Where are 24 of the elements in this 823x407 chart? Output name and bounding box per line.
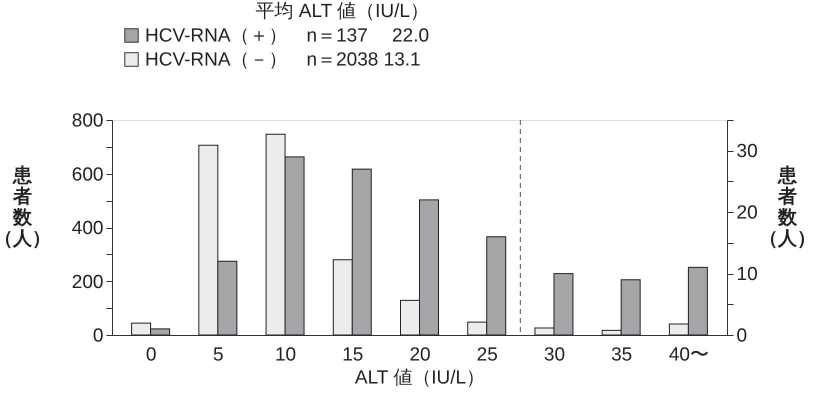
y2-axis-title: 患者数（人） (759, 164, 816, 250)
x-tick-label: 15 (342, 344, 364, 366)
x-tick-label: 35 (611, 344, 632, 366)
y-tick-label: 200 (72, 272, 104, 293)
x-axis-title: ALT 値（IU/L） (354, 368, 486, 388)
y-tick-label: 0 (92, 326, 104, 346)
y-tick-label: 800 (72, 110, 104, 132)
x-tick-label: 20 (409, 344, 431, 366)
x-tick-label: 40〜 (668, 344, 709, 366)
y-tick-label: 400 (72, 218, 104, 239)
legend-label: HCV-RNA（＋） n＝137 22.0 (145, 26, 430, 46)
x-tick-label: 0 (146, 344, 156, 366)
y-tick-label: 600 (72, 164, 104, 186)
x-tick-label: 5 (213, 344, 224, 366)
x-tick-label: 10 (274, 344, 296, 366)
y2-tick-label: 10 (736, 264, 758, 286)
legend-title: 平均 ALT 値（IU/L） (256, 1, 429, 22)
y-axis-title: 患者数（人） (0, 164, 51, 250)
x-tick-label: 30 (544, 344, 566, 366)
y2-tick-label: 30 (736, 141, 758, 162)
y2-tick-label: 20 (736, 202, 758, 224)
legend-label: HCV-RNA（－） n＝2038 13.1 (145, 50, 421, 70)
y2-tick-label: 0 (736, 326, 748, 346)
x-tick-label: 25 (476, 344, 498, 366)
